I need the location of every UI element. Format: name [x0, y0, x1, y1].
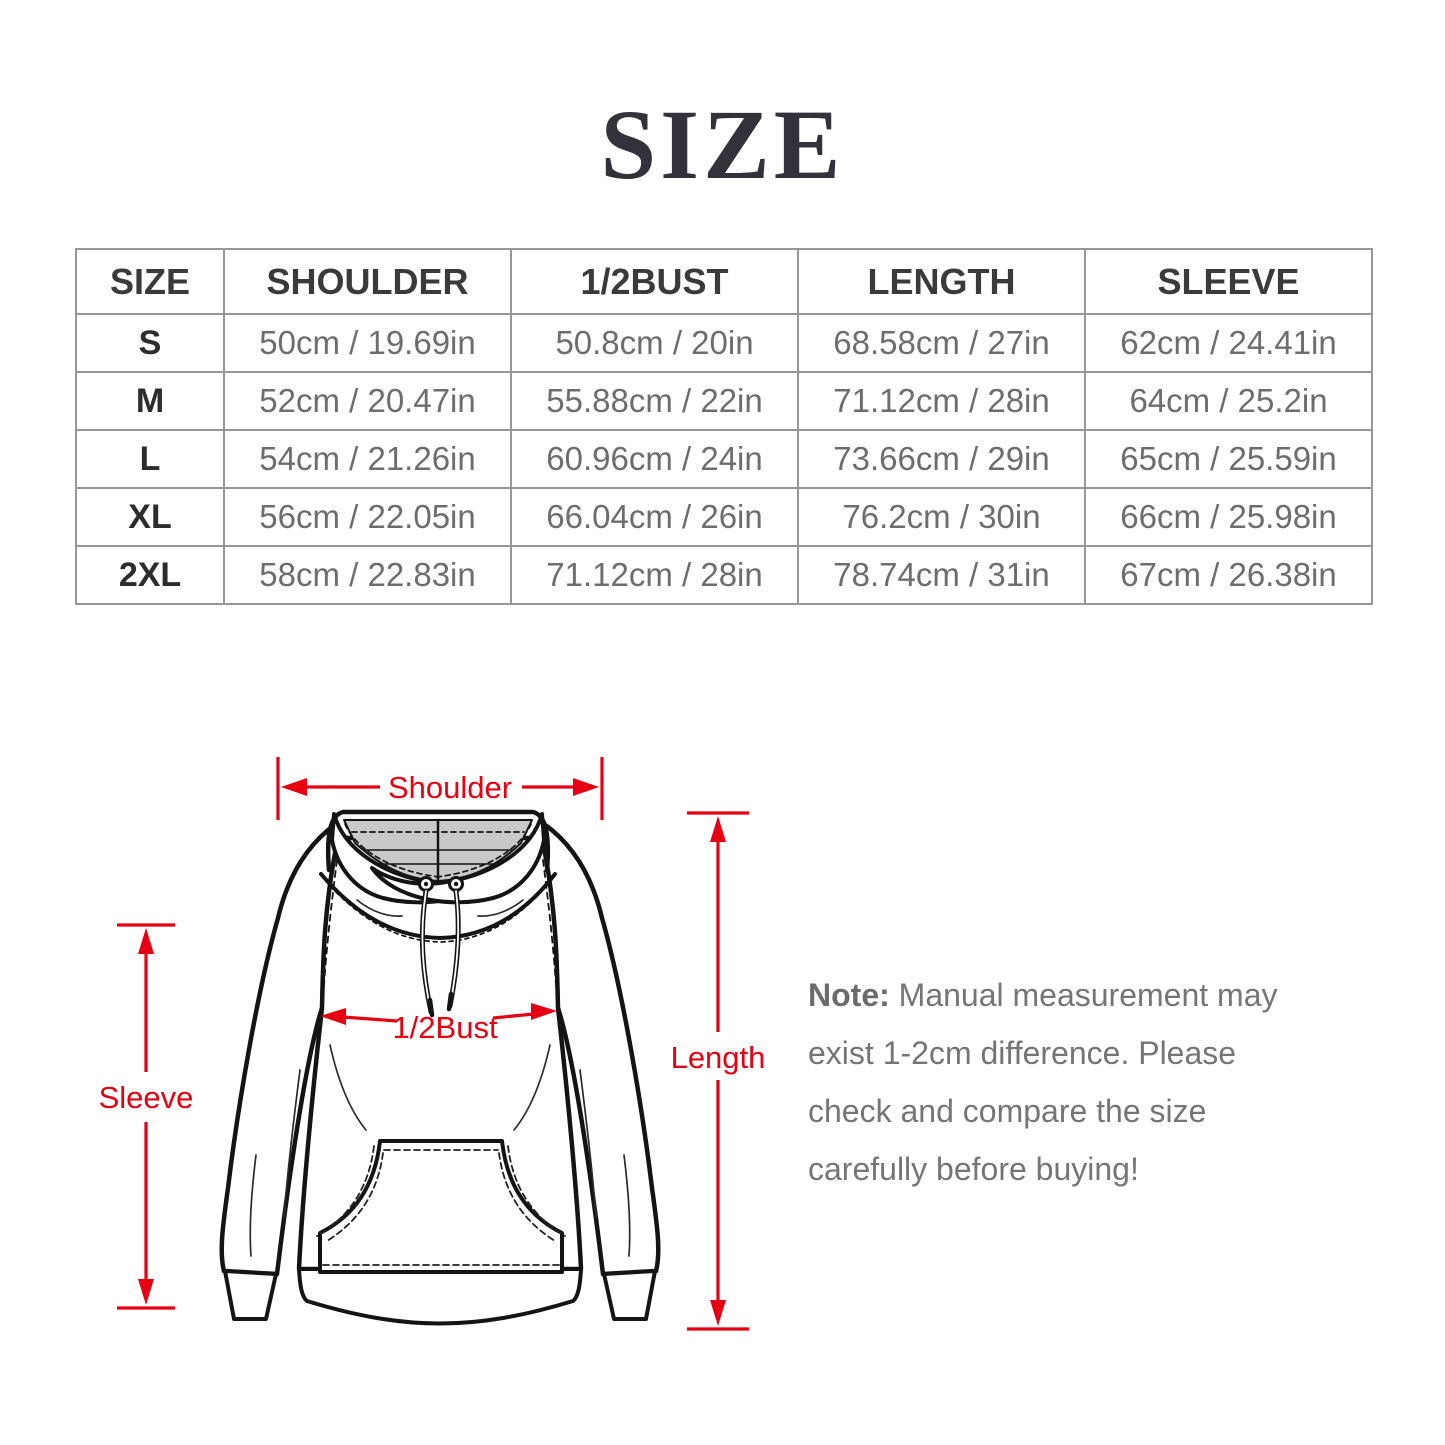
length-arrow [687, 811, 749, 1331]
cell-sleeve: 67cm / 26.38in [1084, 545, 1373, 605]
cell-size: L [75, 429, 225, 489]
size-table: SIZE SHOULDER 1/2BUST LENGTH SLEEVE S 50… [75, 248, 1373, 605]
cell-length: 78.74cm / 31in [797, 545, 1086, 605]
sleeve-arrow-label: Sleeve [99, 1080, 194, 1115]
table-header-row: SIZE SHOULDER 1/2BUST LENGTH SLEEVE [75, 248, 1373, 315]
column-header-shoulder: SHOULDER [223, 248, 512, 315]
cell-size: XL [75, 487, 225, 547]
table-row: XL 56cm / 22.05in 66.04cm / 26in 76.2cm … [75, 487, 1373, 547]
cell-shoulder: 56cm / 22.05in [223, 487, 512, 547]
cell-sleeve: 62cm / 24.41in [1084, 313, 1373, 373]
note-label: Note: [808, 977, 890, 1013]
bust-arrow [320, 1003, 557, 1025]
cell-sleeve: 64cm / 25.2in [1084, 371, 1373, 431]
table-row: M 52cm / 20.47in 55.88cm / 22in 71.12cm … [75, 371, 1373, 431]
cell-sleeve: 65cm / 25.59in [1084, 429, 1373, 489]
cell-shoulder: 58cm / 22.83in [223, 545, 512, 605]
cell-bust: 50.8cm / 20in [510, 313, 799, 373]
shoulder-arrow [276, 757, 604, 820]
cell-length: 76.2cm / 30in [797, 487, 1086, 547]
table-row: L 54cm / 21.26in 60.96cm / 24in 73.66cm … [75, 429, 1373, 489]
cell-bust: 60.96cm / 24in [510, 429, 799, 489]
cell-shoulder: 50cm / 19.69in [223, 313, 512, 373]
column-header-sleeve: SLEEVE [1084, 248, 1373, 315]
cell-shoulder: 52cm / 20.47in [223, 371, 512, 431]
cell-bust: 66.04cm / 26in [510, 487, 799, 547]
cell-size: 2XL [75, 545, 225, 605]
bust-arrow-label: 1/2Bust [392, 1010, 498, 1045]
note-text: Note: Manual measurement may exist 1-2cm… [808, 966, 1296, 1198]
shoulder-arrow-label: Shoulder [388, 770, 512, 805]
page-title: SIZE [600, 89, 845, 200]
table-row: 2XL 58cm / 22.83in 71.12cm / 28in 78.74c… [75, 545, 1373, 605]
hoodie-sketch [219, 809, 661, 1326]
column-header-length: LENGTH [797, 248, 1086, 315]
table-row: S 50cm / 19.69in 50.8cm / 20in 68.58cm /… [75, 313, 1373, 373]
column-header-bust: 1/2BUST [510, 248, 799, 315]
cell-bust: 71.12cm / 28in [510, 545, 799, 605]
cell-size: S [75, 313, 225, 373]
sleeve-arrow [117, 923, 175, 1310]
cell-length: 68.58cm / 27in [797, 313, 1086, 373]
cell-bust: 55.88cm / 22in [510, 371, 799, 431]
cell-length: 73.66cm / 29in [797, 429, 1086, 489]
length-arrow-label: Length [671, 1040, 766, 1075]
cell-size: M [75, 371, 225, 431]
note-body: Manual measurement may exist 1-2cm diffe… [808, 977, 1278, 1187]
hoodie-measurement-diagram: Shoulder 1/2Bust Sleeve [99, 757, 766, 1331]
cell-length: 71.12cm / 28in [797, 371, 1086, 431]
cell-sleeve: 66cm / 25.98in [1084, 487, 1373, 547]
column-header-size: SIZE [75, 248, 225, 315]
cell-shoulder: 54cm / 21.26in [223, 429, 512, 489]
